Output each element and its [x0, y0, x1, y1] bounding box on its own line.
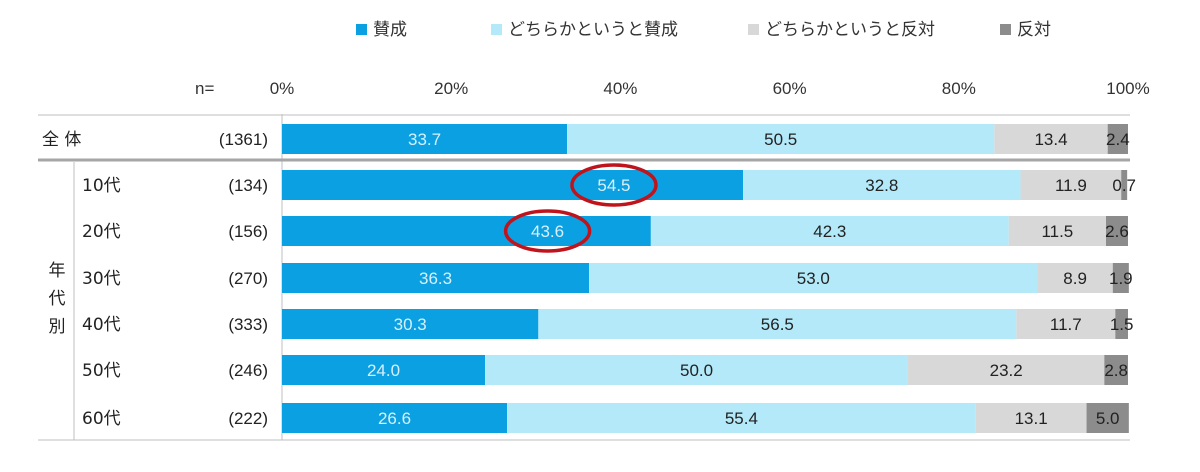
n-value: (270): [228, 269, 268, 288]
data-label: 36.3: [419, 269, 452, 288]
category-label: 20代: [82, 222, 121, 242]
group-label-char: 年: [49, 261, 66, 281]
data-label: 24.0: [367, 361, 400, 380]
legend-label-2: どちらかというと賛成: [508, 20, 678, 40]
bar-segment: [282, 403, 508, 433]
data-label: 53.0: [797, 269, 830, 288]
bar-segment: [1112, 263, 1129, 293]
bar-segment: [1106, 216, 1128, 246]
bar-segment: [1016, 309, 1116, 339]
category-label: 50代: [82, 361, 121, 381]
x-tick-label: 80%: [942, 79, 976, 98]
legend-swatch-4: [1000, 24, 1011, 35]
legend-swatch-3: [748, 24, 759, 35]
data-label: 42.3: [813, 222, 846, 241]
highlight-circle: [503, 209, 592, 253]
highlight-circles: [503, 163, 658, 253]
group-label: 年代別: [0, 0, 1, 1]
bar-segment: [282, 309, 539, 339]
bar-segment: [975, 403, 1087, 433]
bars: 33.7 50.5 13.4 2.4 54.5 32.8 11.9 0.7 43.6 42.3 11…: [282, 124, 1136, 433]
bar-segment: [1121, 170, 1128, 200]
n-value: (1361): [219, 130, 268, 149]
data-label: 56.5: [761, 315, 794, 334]
legend: 賛成 どちらかというと賛成 どちらかというと反対 反対: [356, 20, 1051, 40]
data-label: 8.9: [1063, 269, 1087, 288]
bar-segment: [282, 355, 486, 385]
bar-segment: [1086, 403, 1129, 433]
bar-segment: [589, 263, 1038, 293]
bar-segment: [1115, 309, 1128, 339]
category-label: 10代: [82, 176, 121, 196]
x-tick-label: 40%: [603, 79, 637, 98]
data-label: 50.0: [680, 361, 713, 380]
data-label: 13.4: [1034, 130, 1067, 149]
legend-swatch-2: [491, 24, 502, 35]
bar-segment: [743, 170, 1021, 200]
category-label: 全 体: [42, 130, 81, 150]
data-label: 50.5: [764, 130, 797, 149]
legend-label-4: 反対: [1017, 20, 1051, 40]
data-label: 1.5: [1110, 315, 1134, 334]
bar-segment: [1107, 124, 1128, 154]
data-label: 5.0: [1096, 409, 1120, 428]
bar-segment: [1104, 355, 1128, 385]
bar-segment: [485, 355, 909, 385]
bar-segment: [282, 170, 744, 200]
x-tick-label: 100%: [1106, 79, 1149, 98]
data-label: 55.4: [725, 409, 758, 428]
data-label: 11.5: [1041, 222, 1073, 241]
x-tick-label: 60%: [773, 79, 807, 98]
bar-segment: [282, 263, 590, 293]
x-tick-label: 20%: [434, 79, 468, 98]
bar-segment: [538, 309, 1017, 339]
x-tick-label: 0%: [270, 79, 295, 98]
data-label: 26.6: [378, 409, 411, 428]
data-label: 13.1: [1015, 409, 1048, 428]
n-value: (156): [228, 222, 268, 241]
data-label: 54.5: [597, 176, 630, 195]
group-label-char: 代: [49, 289, 66, 309]
data-label: 2.6: [1105, 222, 1129, 241]
data-label: 32.8: [865, 176, 898, 195]
category-label: 30代: [82, 269, 121, 289]
bar-segment: [282, 124, 568, 154]
bar-segment: [507, 403, 976, 433]
data-label: 1.9: [1109, 269, 1133, 288]
data-label: 11.7: [1050, 315, 1082, 334]
bar-segment: [650, 216, 1009, 246]
data-label: 23.2: [990, 361, 1023, 380]
n-value: (246): [228, 361, 268, 380]
bar-segment: [1037, 263, 1113, 293]
data-label: 2.4: [1106, 130, 1130, 149]
row-labels: 年代別年代別全 体(1361)10代(134)20代(156)30代(270)4…: [0, 0, 1130, 441]
bar-segment: [908, 355, 1105, 385]
data-label: 33.7: [408, 130, 441, 149]
group-label-char: 別: [49, 317, 66, 337]
n-value: (134): [228, 176, 268, 195]
bar-segment: [282, 216, 651, 246]
legend-label-3: どちらかというと反対: [765, 20, 935, 40]
n-header: n=: [195, 79, 214, 98]
x-axis: n= 0% 20% 40% 60% 80% 100%: [195, 79, 1150, 440]
data-label: 2.8: [1104, 361, 1128, 380]
n-value: (333): [228, 315, 268, 334]
data-label: 30.3: [394, 315, 427, 334]
n-value: (222): [228, 409, 268, 428]
bar-segment: [1008, 216, 1107, 246]
bar-segment: [1020, 170, 1122, 200]
data-label: 0.7: [1112, 176, 1136, 195]
category-label: 40代: [82, 315, 121, 335]
category-label: 60代: [82, 409, 121, 429]
legend-label-1: 賛成: [373, 20, 407, 40]
bar-segment: [994, 124, 1108, 154]
data-label: 43.6: [531, 222, 564, 241]
highlight-circle: [570, 163, 658, 207]
data-label: 11.9: [1055, 176, 1087, 195]
legend-swatch-1: [356, 24, 367, 35]
bar-segment: [567, 124, 995, 154]
